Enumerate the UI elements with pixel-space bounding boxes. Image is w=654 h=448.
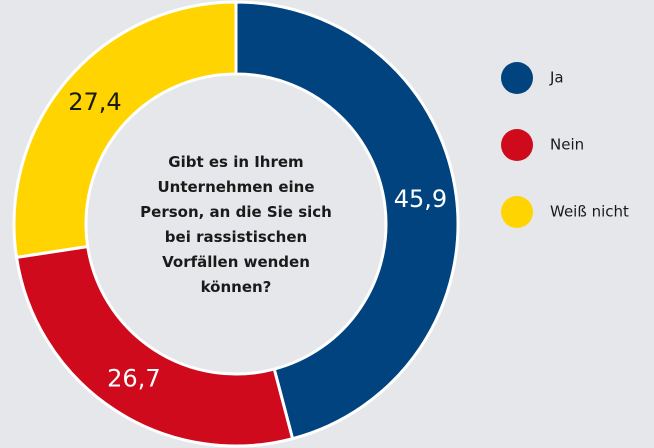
legend-swatch — [501, 62, 533, 94]
legend-swatch — [501, 196, 533, 228]
donut-segment — [234, 0, 460, 441]
value-label: 26,7 — [107, 364, 160, 392]
donut-segment — [14, 244, 295, 448]
donut-segment — [12, 0, 238, 260]
chart-title: Gibt es in Ihrem Unternehmen eine Person… — [140, 153, 332, 296]
legend-label: Weiß nicht — [550, 203, 629, 221]
legend-label: Ja — [549, 69, 564, 87]
donut-hole — [87, 75, 385, 373]
legend-label: Nein — [550, 136, 584, 154]
value-label: 27,4 — [68, 88, 121, 116]
legend-swatch — [501, 129, 533, 161]
value-label: 45,9 — [394, 185, 447, 213]
